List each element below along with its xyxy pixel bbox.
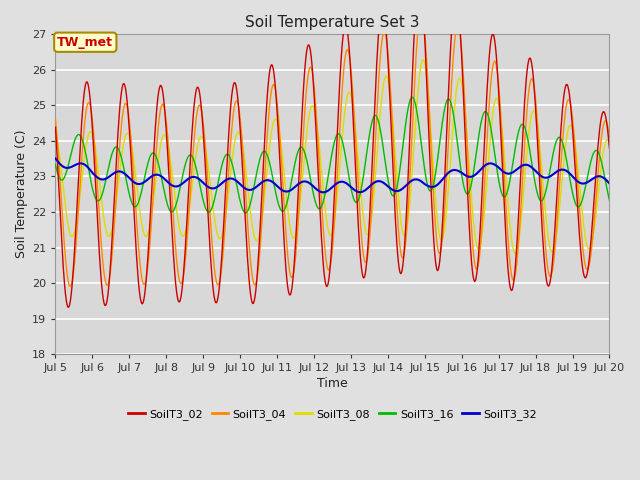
SoilT3_16 — [417, 142, 425, 148]
SoilT3_08 — [175, 221, 182, 227]
SoilT3_04 — [61, 255, 69, 261]
SoilT3_02 — [120, 81, 127, 87]
SoilT3_02 — [401, 244, 408, 250]
SoilT3_16 — [408, 95, 416, 100]
SoilT3_08 — [511, 251, 519, 256]
SoilT3_02 — [205, 226, 212, 231]
Y-axis label: Soil Temperature (C): Soil Temperature (C) — [15, 130, 28, 258]
SoilT3_04 — [417, 9, 424, 14]
SoilT3_16 — [175, 192, 182, 197]
Text: TW_met: TW_met — [58, 36, 113, 49]
SoilT3_08 — [118, 148, 126, 154]
SoilT3_16 — [605, 197, 613, 203]
SoilT3_16 — [61, 172, 69, 178]
Title: Soil Temperature Set 3: Soil Temperature Set 3 — [245, 15, 420, 30]
SoilT3_08 — [416, 70, 424, 75]
SoilT3_08 — [61, 204, 69, 209]
SoilT3_02 — [52, 124, 60, 130]
SoilT3_04 — [175, 278, 183, 284]
SoilT3_02 — [61, 291, 69, 297]
SoilT3_32 — [401, 184, 408, 190]
SoilT3_32 — [61, 165, 69, 170]
SoilT3_08 — [52, 130, 60, 135]
Line: SoilT3_02: SoilT3_02 — [56, 0, 609, 307]
SoilT3_04 — [52, 116, 60, 122]
SoilT3_32 — [175, 183, 182, 189]
SoilT3_16 — [401, 130, 408, 136]
SoilT3_16 — [118, 159, 126, 165]
SoilT3_32 — [320, 190, 328, 195]
SoilT3_04 — [205, 192, 212, 198]
SoilT3_32 — [118, 169, 126, 175]
SoilT3_32 — [417, 178, 424, 184]
X-axis label: Time: Time — [317, 377, 348, 391]
SoilT3_32 — [605, 180, 613, 186]
Legend: SoilT3_02, SoilT3_04, SoilT3_08, SoilT3_16, SoilT3_32: SoilT3_02, SoilT3_04, SoilT3_08, SoilT3_… — [124, 405, 541, 424]
SoilT3_08 — [605, 141, 613, 146]
SoilT3_16 — [242, 210, 250, 216]
Line: SoilT3_08: SoilT3_08 — [56, 60, 609, 253]
SoilT3_08 — [419, 57, 427, 62]
Line: SoilT3_04: SoilT3_04 — [56, 11, 609, 286]
SoilT3_08 — [400, 232, 408, 238]
SoilT3_04 — [605, 133, 613, 139]
SoilT3_04 — [417, 8, 425, 14]
Line: SoilT3_32: SoilT3_32 — [56, 158, 609, 192]
SoilT3_02 — [65, 304, 72, 310]
SoilT3_32 — [204, 184, 212, 190]
SoilT3_04 — [120, 108, 127, 113]
SoilT3_04 — [401, 250, 408, 255]
SoilT3_02 — [605, 145, 613, 151]
SoilT3_02 — [175, 299, 183, 305]
SoilT3_16 — [52, 162, 60, 168]
SoilT3_16 — [204, 209, 212, 215]
Line: SoilT3_16: SoilT3_16 — [56, 97, 609, 213]
SoilT3_08 — [204, 162, 212, 168]
SoilT3_32 — [52, 156, 60, 161]
SoilT3_04 — [67, 283, 74, 289]
